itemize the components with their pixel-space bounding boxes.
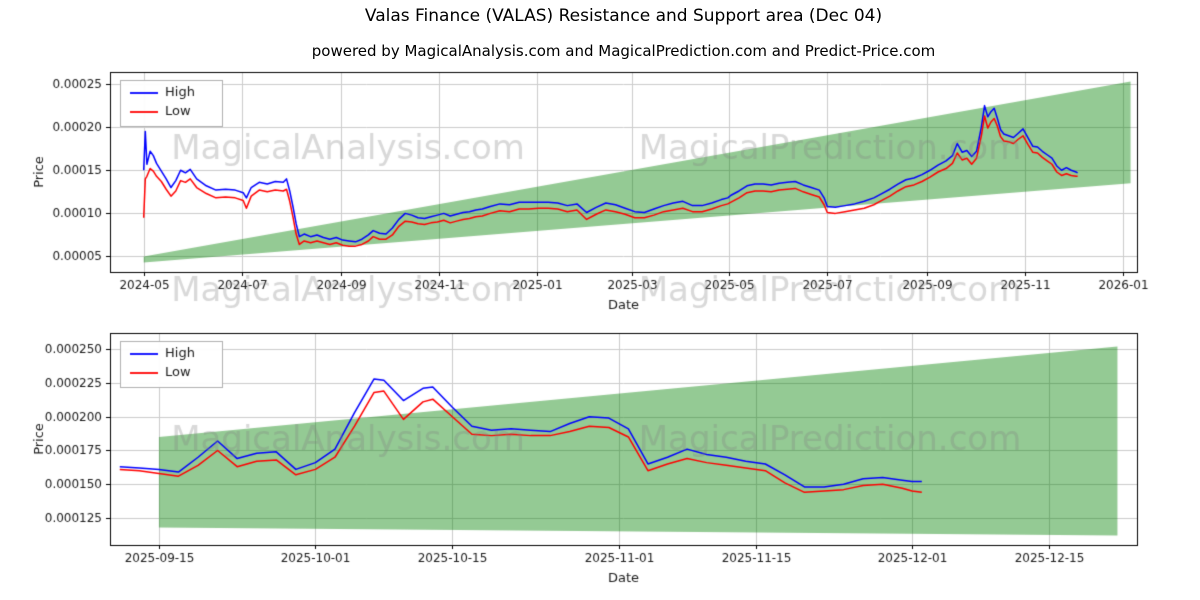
figure-subtitle: powered by MagicalAnalysis.com and Magic… <box>311 42 936 60</box>
figure-title: Valas Finance (VALAS) Resistance and Sup… <box>364 6 883 26</box>
